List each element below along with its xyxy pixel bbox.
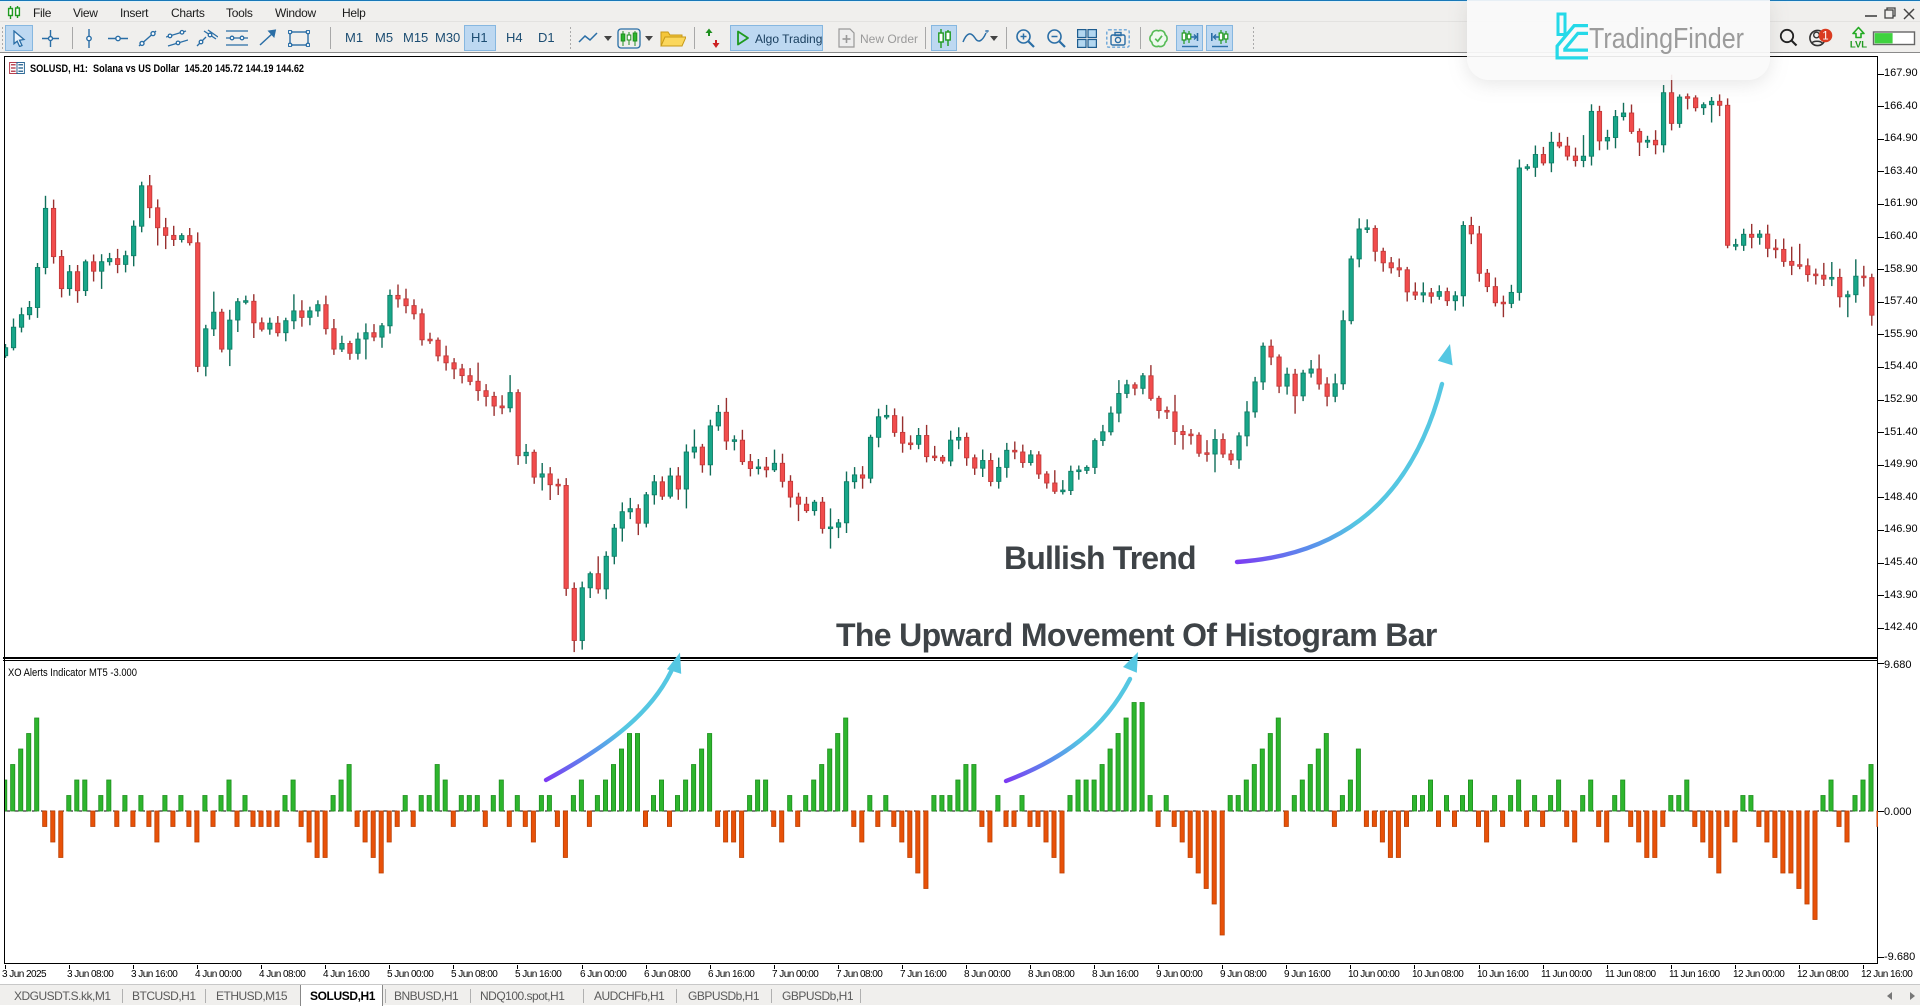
svg-text:SOLUSD, H1: Solana vs US Doll: SOLUSD, H1: Solana vs US Dollar 145.20 1… bbox=[30, 63, 304, 75]
svg-text:XO Alerts Indicator MT5 -3.000: XO Alerts Indicator MT5 -3.000 bbox=[8, 667, 137, 679]
svg-text:LVL: LVL bbox=[1850, 40, 1867, 51]
svg-text:TradingFinder: TradingFinder bbox=[1589, 23, 1744, 55]
svg-text:1: 1 bbox=[1822, 31, 1828, 43]
